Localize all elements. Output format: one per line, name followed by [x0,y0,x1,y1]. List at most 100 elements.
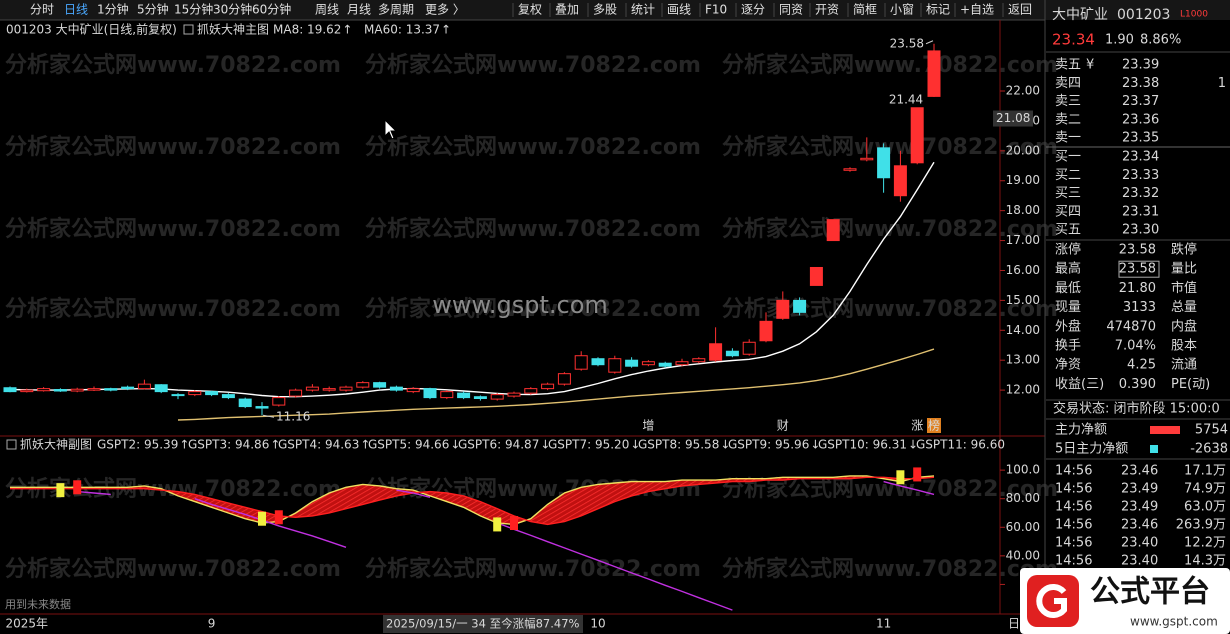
bid-label: 买四 [1055,204,1081,219]
tool-button[interactable]: F10 [705,3,727,17]
signal-bar [56,483,65,498]
candle-body [524,388,538,394]
stat-value: 4.25 [1127,358,1156,373]
x-tick-label: 10 [590,617,605,631]
tool-button[interactable]: 简框 [853,3,877,17]
period-tab[interactable]: 30分钟 [213,2,252,17]
tool-button[interactable]: 叠加 [555,3,579,17]
tool-button[interactable]: 开资 [815,3,839,17]
stat-label: 现量 [1055,300,1081,315]
candle-body [221,394,235,399]
stock-name: 大中矿业 [1052,7,1108,23]
stat-value: 7.04% [1115,339,1156,354]
event-marker[interactable]: 财 [777,419,789,433]
candle-body [339,386,353,391]
trade-amount: 74.9万 [1184,482,1226,497]
candle-body [3,387,17,393]
tool-button[interactable]: 多股 [593,3,617,17]
watermark: 分析家公式网www.70822.com [365,134,701,160]
tool-button[interactable]: 返回 [1008,3,1032,17]
candle-body [171,394,185,397]
watermark: 分析家公式网www.70822.com [5,296,341,322]
candle-body [557,373,571,385]
period-tab[interactable]: 分时 [30,3,54,17]
candle-body [53,389,67,392]
candle-body [910,107,924,164]
tool-button[interactable]: 逐分 [741,3,765,17]
y-tick-label: 19.00 [1006,173,1040,187]
candle-body [423,388,437,399]
tool-button[interactable]: 画线 [667,3,691,17]
y-tick-label: 15.00 [1006,293,1040,307]
period-tab[interactable]: 更多 〉 [425,3,465,17]
cursor-label: 2025/09/15/一 34 至今涨幅87.47% [386,617,580,631]
bid-price: 23.31 [1122,204,1159,219]
indicator-label: GSPT11: 96.60 [916,438,1005,452]
flow-bar [1150,426,1180,434]
period-tab[interactable]: 周线 [315,3,339,17]
logo-name: 公式平台 [1090,575,1210,610]
candle-body [121,386,135,390]
indicator-arrow: ↓ [810,438,820,452]
bid-price: 23.34 [1122,150,1159,165]
stat-label: 内盘 [1171,318,1197,334]
trade-price: 23.40 [1121,536,1158,551]
period-tab[interactable]: 60分钟 [252,2,291,17]
stat-label: 换手 [1055,339,1081,354]
period-tab[interactable]: 5分钟 [137,2,169,17]
indicator-arrow: ↓ [540,438,550,452]
indicator-arrow: ↓ [908,438,918,452]
stat-label: 净资 [1055,358,1081,373]
signal-bar [493,517,502,532]
candle-body [843,168,857,171]
band-area [10,475,934,525]
indicator-arrow: ↓ [630,438,640,452]
candle-body [87,388,101,391]
watermark: 分析家公式网www.70822.com [5,556,341,582]
candle-body [37,388,51,392]
watermark: 分析家公式网www.70822.com [5,52,341,78]
indicator-arrow: ↓ [450,438,460,452]
ma-line [177,348,935,421]
period-tab[interactable]: 多周期 [378,3,414,17]
event-marker[interactable]: 涨 [911,418,923,433]
ask-price: 23.36 [1122,112,1159,127]
mouse-cursor [384,118,398,140]
y-tick-label: 20.00 [1006,143,1040,157]
event-marker[interactable]: 榜 [928,418,940,433]
bid-price: 23.32 [1122,186,1159,201]
watermark: 分析家公式网www.70822.com [365,216,701,242]
candle-body [373,382,387,388]
tool-button[interactable]: 复权 [518,3,542,17]
tool-button[interactable]: 小窗 [890,3,914,17]
candle-body [389,386,403,391]
indicator-arrow: ↑ [360,438,370,452]
stat-label: 最高 [1055,261,1081,277]
watermark: 分析家公式网www.70822.com [5,216,341,242]
candle-body [608,358,622,373]
period-tab[interactable]: 日线 [64,3,88,17]
period-tab[interactable]: 月线 [347,3,371,17]
indicator-label: GSPT5: 94.66 [368,438,449,452]
high-label: 23.58 [890,36,924,50]
bid-label: 买二 [1055,168,1081,183]
period-tab[interactable]: 1分钟 [97,2,129,17]
tool-button[interactable]: +自选 [960,3,994,17]
tool-button[interactable]: 标记 [926,3,950,17]
logo-icon [1036,584,1067,618]
flow-value: -2638 [1190,442,1228,457]
candle-body [137,383,151,390]
stat-label: 总量 [1171,300,1197,315]
tool-button[interactable]: 统计 [631,3,655,17]
indicator-label: GSPT8: 95.58 [638,438,719,452]
value-label: 21.44 [889,92,923,106]
event-marker[interactable]: 增 [642,419,654,433]
candle-body [574,355,588,370]
stat-label: 跌停 [1171,242,1197,258]
signal-bar [258,511,266,526]
trade-amount: 17.1万 [1184,464,1226,479]
chart-title: 抓妖大神主图 [197,23,269,37]
candle-body [927,50,941,97]
tool-button[interactable]: 同资 [779,3,803,17]
period-tab[interactable]: 15分钟 [174,2,213,17]
